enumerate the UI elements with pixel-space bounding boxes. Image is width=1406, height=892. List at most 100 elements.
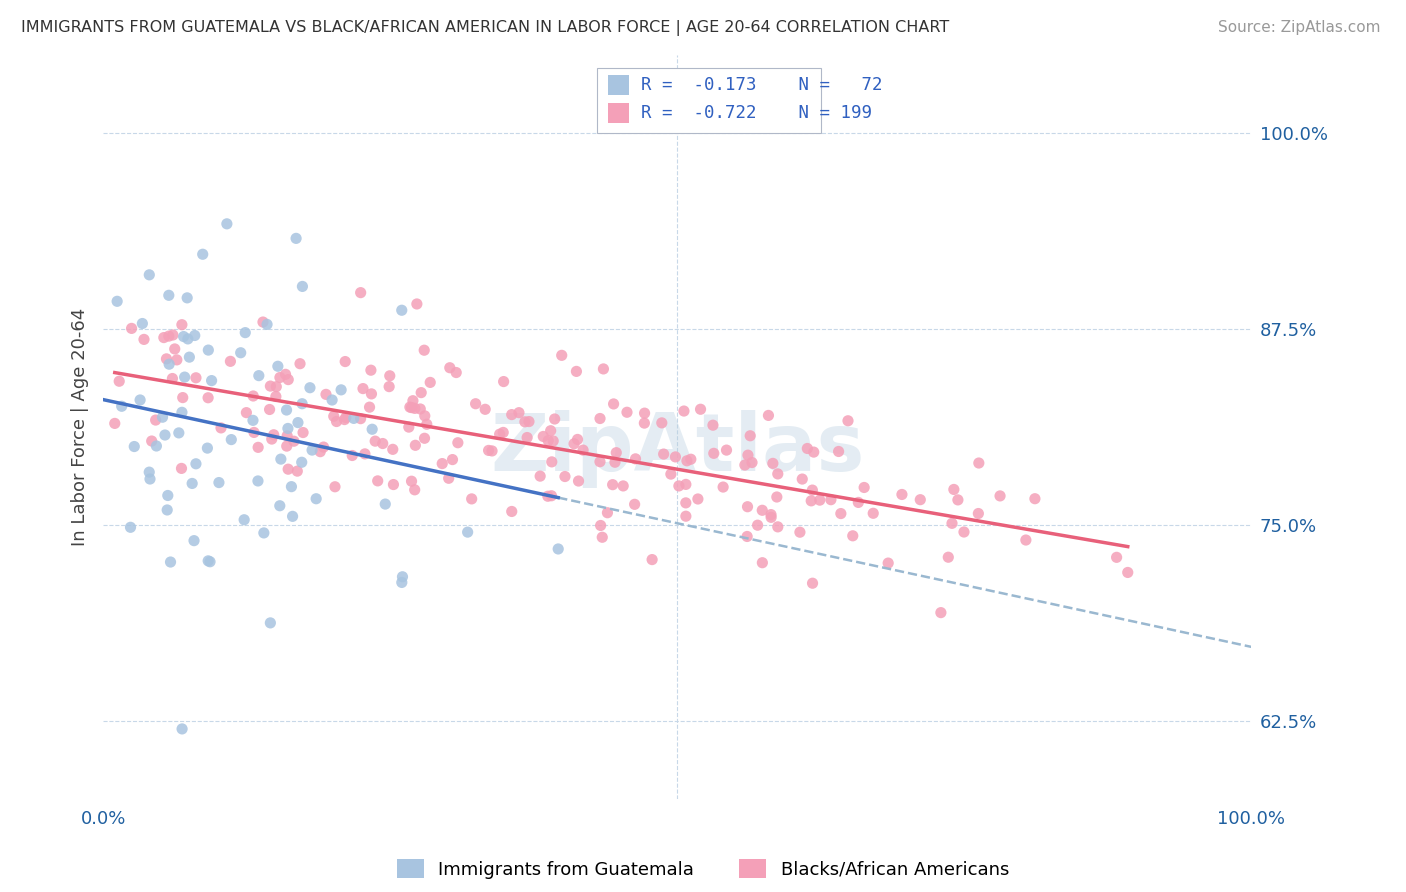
- Point: [157, 288, 180, 302]
- Point: [941, 516, 963, 531]
- Point: [540, 455, 562, 469]
- Point: [603, 455, 626, 469]
- Point: [132, 332, 155, 346]
- Point: [145, 413, 167, 427]
- Point: [242, 413, 264, 427]
- Point: [152, 410, 174, 425]
- Point: [591, 530, 613, 544]
- Point: [361, 422, 384, 436]
- Point: [447, 435, 470, 450]
- Point: [378, 379, 401, 393]
- Point: [229, 345, 252, 359]
- Point: [162, 328, 184, 343]
- Text: R =  -0.173    N =   72: R = -0.173 N = 72: [641, 76, 882, 94]
- Point: [605, 445, 627, 459]
- Point: [291, 455, 314, 469]
- Point: [967, 456, 990, 470]
- Point: [1024, 491, 1046, 506]
- Point: [374, 497, 396, 511]
- Point: [301, 443, 323, 458]
- Point: [492, 375, 515, 389]
- Point: [291, 397, 314, 411]
- Point: [177, 332, 200, 346]
- Point: [457, 525, 479, 540]
- Point: [131, 317, 153, 331]
- Point: [501, 504, 523, 518]
- Point: [675, 496, 697, 510]
- Point: [441, 452, 464, 467]
- Point: [391, 303, 413, 318]
- Point: [335, 410, 357, 425]
- Point: [359, 400, 381, 414]
- Point: [191, 247, 214, 261]
- Point: [208, 475, 231, 490]
- Point: [540, 489, 562, 503]
- Point: [138, 268, 160, 282]
- Point: [589, 411, 612, 425]
- Point: [274, 368, 297, 382]
- Point: [298, 381, 321, 395]
- Point: [751, 503, 773, 517]
- Point: [1015, 533, 1038, 547]
- Point: [529, 469, 551, 483]
- Point: [567, 474, 589, 488]
- Point: [197, 391, 219, 405]
- Point: [659, 467, 682, 482]
- Point: [277, 421, 299, 435]
- Point: [291, 279, 314, 293]
- Point: [121, 321, 143, 335]
- Point: [747, 518, 769, 533]
- Point: [716, 443, 738, 458]
- Point: [285, 231, 308, 245]
- Point: [342, 449, 364, 463]
- Point: [759, 508, 782, 522]
- Point: [322, 409, 344, 424]
- Point: [309, 444, 332, 458]
- Point: [565, 364, 588, 378]
- Point: [159, 555, 181, 569]
- Point: [288, 357, 311, 371]
- Point: [277, 462, 299, 476]
- Point: [247, 368, 270, 383]
- Text: R =  -0.722    N = 199: R = -0.722 N = 199: [641, 104, 872, 122]
- Point: [200, 374, 222, 388]
- Point: [209, 421, 232, 435]
- Point: [256, 318, 278, 332]
- Point: [243, 425, 266, 440]
- Point: [612, 479, 634, 493]
- Point: [686, 491, 709, 506]
- Point: [242, 389, 264, 403]
- Point: [321, 392, 343, 407]
- Point: [401, 474, 423, 488]
- Point: [111, 399, 134, 413]
- Point: [547, 541, 569, 556]
- Point: [260, 432, 283, 446]
- Point: [929, 606, 952, 620]
- Point: [404, 438, 426, 452]
- Point: [623, 497, 645, 511]
- Point: [737, 448, 759, 462]
- Point: [740, 429, 762, 443]
- Point: [263, 427, 285, 442]
- Point: [277, 373, 299, 387]
- Point: [350, 285, 373, 300]
- Point: [803, 445, 825, 459]
- Point: [179, 350, 201, 364]
- Point: [276, 439, 298, 453]
- Point: [129, 392, 152, 407]
- Point: [651, 416, 673, 430]
- Point: [668, 479, 690, 493]
- Point: [801, 576, 824, 591]
- Point: [837, 414, 859, 428]
- Point: [235, 406, 257, 420]
- Point: [176, 291, 198, 305]
- Point: [343, 411, 366, 425]
- Point: [481, 444, 503, 458]
- Point: [741, 456, 763, 470]
- Point: [567, 433, 589, 447]
- Point: [170, 461, 193, 475]
- Point: [330, 383, 353, 397]
- Point: [391, 570, 413, 584]
- Point: [173, 370, 195, 384]
- Point: [163, 342, 186, 356]
